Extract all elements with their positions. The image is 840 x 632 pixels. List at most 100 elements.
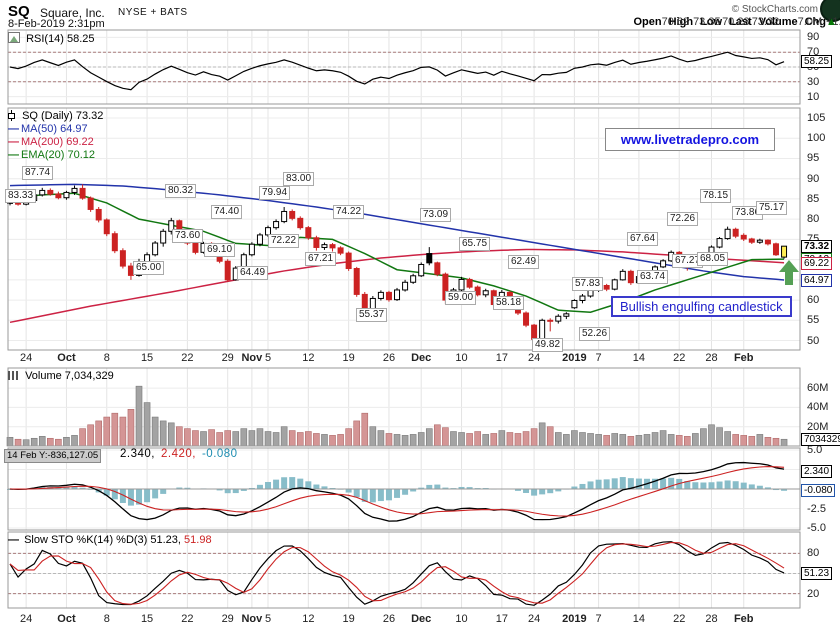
volume-bar <box>240 428 248 447</box>
candle-body <box>732 228 739 237</box>
macd-histogram-bar <box>265 481 272 489</box>
volume-bar <box>71 435 78 447</box>
ma200-label-text: MA(200) 69.22 <box>21 136 94 148</box>
candle-body <box>571 299 578 309</box>
volume-bar <box>490 433 498 447</box>
macd-histogram-bar <box>426 484 433 489</box>
candle-body <box>337 247 344 254</box>
rsi-label-text: RSI(14) 58.25 <box>26 33 95 45</box>
macd-histogram-bar <box>652 478 659 489</box>
volume-bar <box>554 432 562 447</box>
price-axis-tick-label: 105 <box>807 112 826 124</box>
volume-bar <box>305 431 312 447</box>
candle-body <box>256 234 263 245</box>
vol-axis-tick-label: 60M <box>807 382 829 395</box>
price-callout: 83.33 <box>5 189 37 203</box>
volume-bar <box>22 439 30 447</box>
volume-bar <box>756 434 764 447</box>
date-label: 2019 <box>562 352 587 364</box>
volume-bar <box>385 433 393 447</box>
volume-bar <box>563 434 570 447</box>
candle-body <box>321 244 328 248</box>
price-legend-title: SQ (Daily) 73.32 <box>8 110 103 122</box>
date-label: 14 <box>632 613 646 625</box>
ma50-swatch: — <box>8 123 19 135</box>
price-callout: 74.40 <box>211 205 243 219</box>
candle-body <box>103 219 110 235</box>
price-callout: 67.27 <box>672 254 704 268</box>
price-callout: 52.26 <box>579 327 611 341</box>
date-label: 22 <box>181 352 194 364</box>
volume-bar <box>538 422 546 447</box>
price-callout: 58.18 <box>493 296 525 310</box>
date-label: 19 <box>342 613 355 625</box>
macd-histogram-bar <box>144 489 151 503</box>
macd-signal-line <box>9 466 785 517</box>
macd-histogram-bar <box>434 484 441 489</box>
candle-body <box>555 315 562 322</box>
indicator-area-icon <box>8 32 20 43</box>
price-callout: 72.26 <box>667 212 699 226</box>
sto-axis-tick-label: 20 <box>807 587 820 600</box>
candle-body <box>764 239 771 245</box>
volume-bar <box>321 434 328 447</box>
macd-histogram-bar <box>313 484 320 489</box>
candle-body <box>458 278 465 291</box>
candle-body <box>394 289 401 301</box>
volume-panel-label: Volume 7,034,329 <box>8 370 114 382</box>
candle-body <box>63 191 70 199</box>
volume-bar <box>167 422 175 447</box>
company-name: Square, Inc. <box>40 6 105 20</box>
candle-body <box>547 319 554 322</box>
volume-bar <box>417 432 425 447</box>
date-label: 22 <box>181 613 194 625</box>
macd-value: 2.340, <box>120 448 155 460</box>
volume-bar <box>14 438 22 447</box>
vol-axis-tick-label: 40M <box>807 401 829 414</box>
macd-histogram-bar <box>127 489 134 506</box>
volume-bar <box>708 424 715 447</box>
date-label: 2019 <box>562 613 587 625</box>
macd-histogram-bar <box>523 489 530 493</box>
volume-bar <box>514 433 522 447</box>
volume-bar <box>119 416 127 447</box>
macd-histogram-bar <box>248 487 255 489</box>
macd-histogram-bar <box>458 486 465 489</box>
price-callout: 83.00 <box>283 172 315 186</box>
date-label: Feb <box>733 613 754 625</box>
macd-histogram-bar <box>748 484 755 489</box>
price-callout: 68.05 <box>697 252 729 266</box>
macd-histogram-bar <box>571 486 578 489</box>
price-callout: 87.74 <box>22 166 54 180</box>
volume-bar <box>280 426 288 447</box>
volume-bar <box>692 433 699 447</box>
macd-histogram-bar <box>668 477 675 489</box>
macd-histogram-bar <box>160 489 167 494</box>
volume-bar <box>474 431 481 447</box>
candle-body <box>660 260 667 268</box>
candle-body <box>627 270 634 284</box>
macd-histogram-bar <box>256 484 263 489</box>
price-axis-tick-label: 80 <box>807 213 820 226</box>
macd-histogram-bar <box>103 489 110 496</box>
volume-bar <box>675 435 683 447</box>
vol-panel-border <box>7 367 801 447</box>
candle-body <box>724 228 731 240</box>
price-axis-tick-label: 50 <box>807 334 820 347</box>
ma200-swatch: — <box>8 136 19 148</box>
stockcharts-logo-icon <box>820 0 840 22</box>
volume-bar <box>764 437 772 447</box>
volume-bar <box>506 432 514 447</box>
rsi-axis-tick-label: 10 <box>807 90 820 103</box>
volume-bar <box>87 424 94 447</box>
volume-bar <box>643 434 651 447</box>
macd-histogram-bar <box>732 481 739 489</box>
quote-label: Open <box>633 16 662 28</box>
volume-bar <box>522 431 530 447</box>
quote-label: Low <box>700 16 723 28</box>
price-callout: 80.32 <box>165 184 197 198</box>
macd-histogram-bar <box>756 485 763 489</box>
ma200-legend: — MA(200) 69.22 <box>8 136 94 148</box>
price-callout: 63.74 <box>637 270 669 284</box>
candle-body <box>71 187 78 193</box>
